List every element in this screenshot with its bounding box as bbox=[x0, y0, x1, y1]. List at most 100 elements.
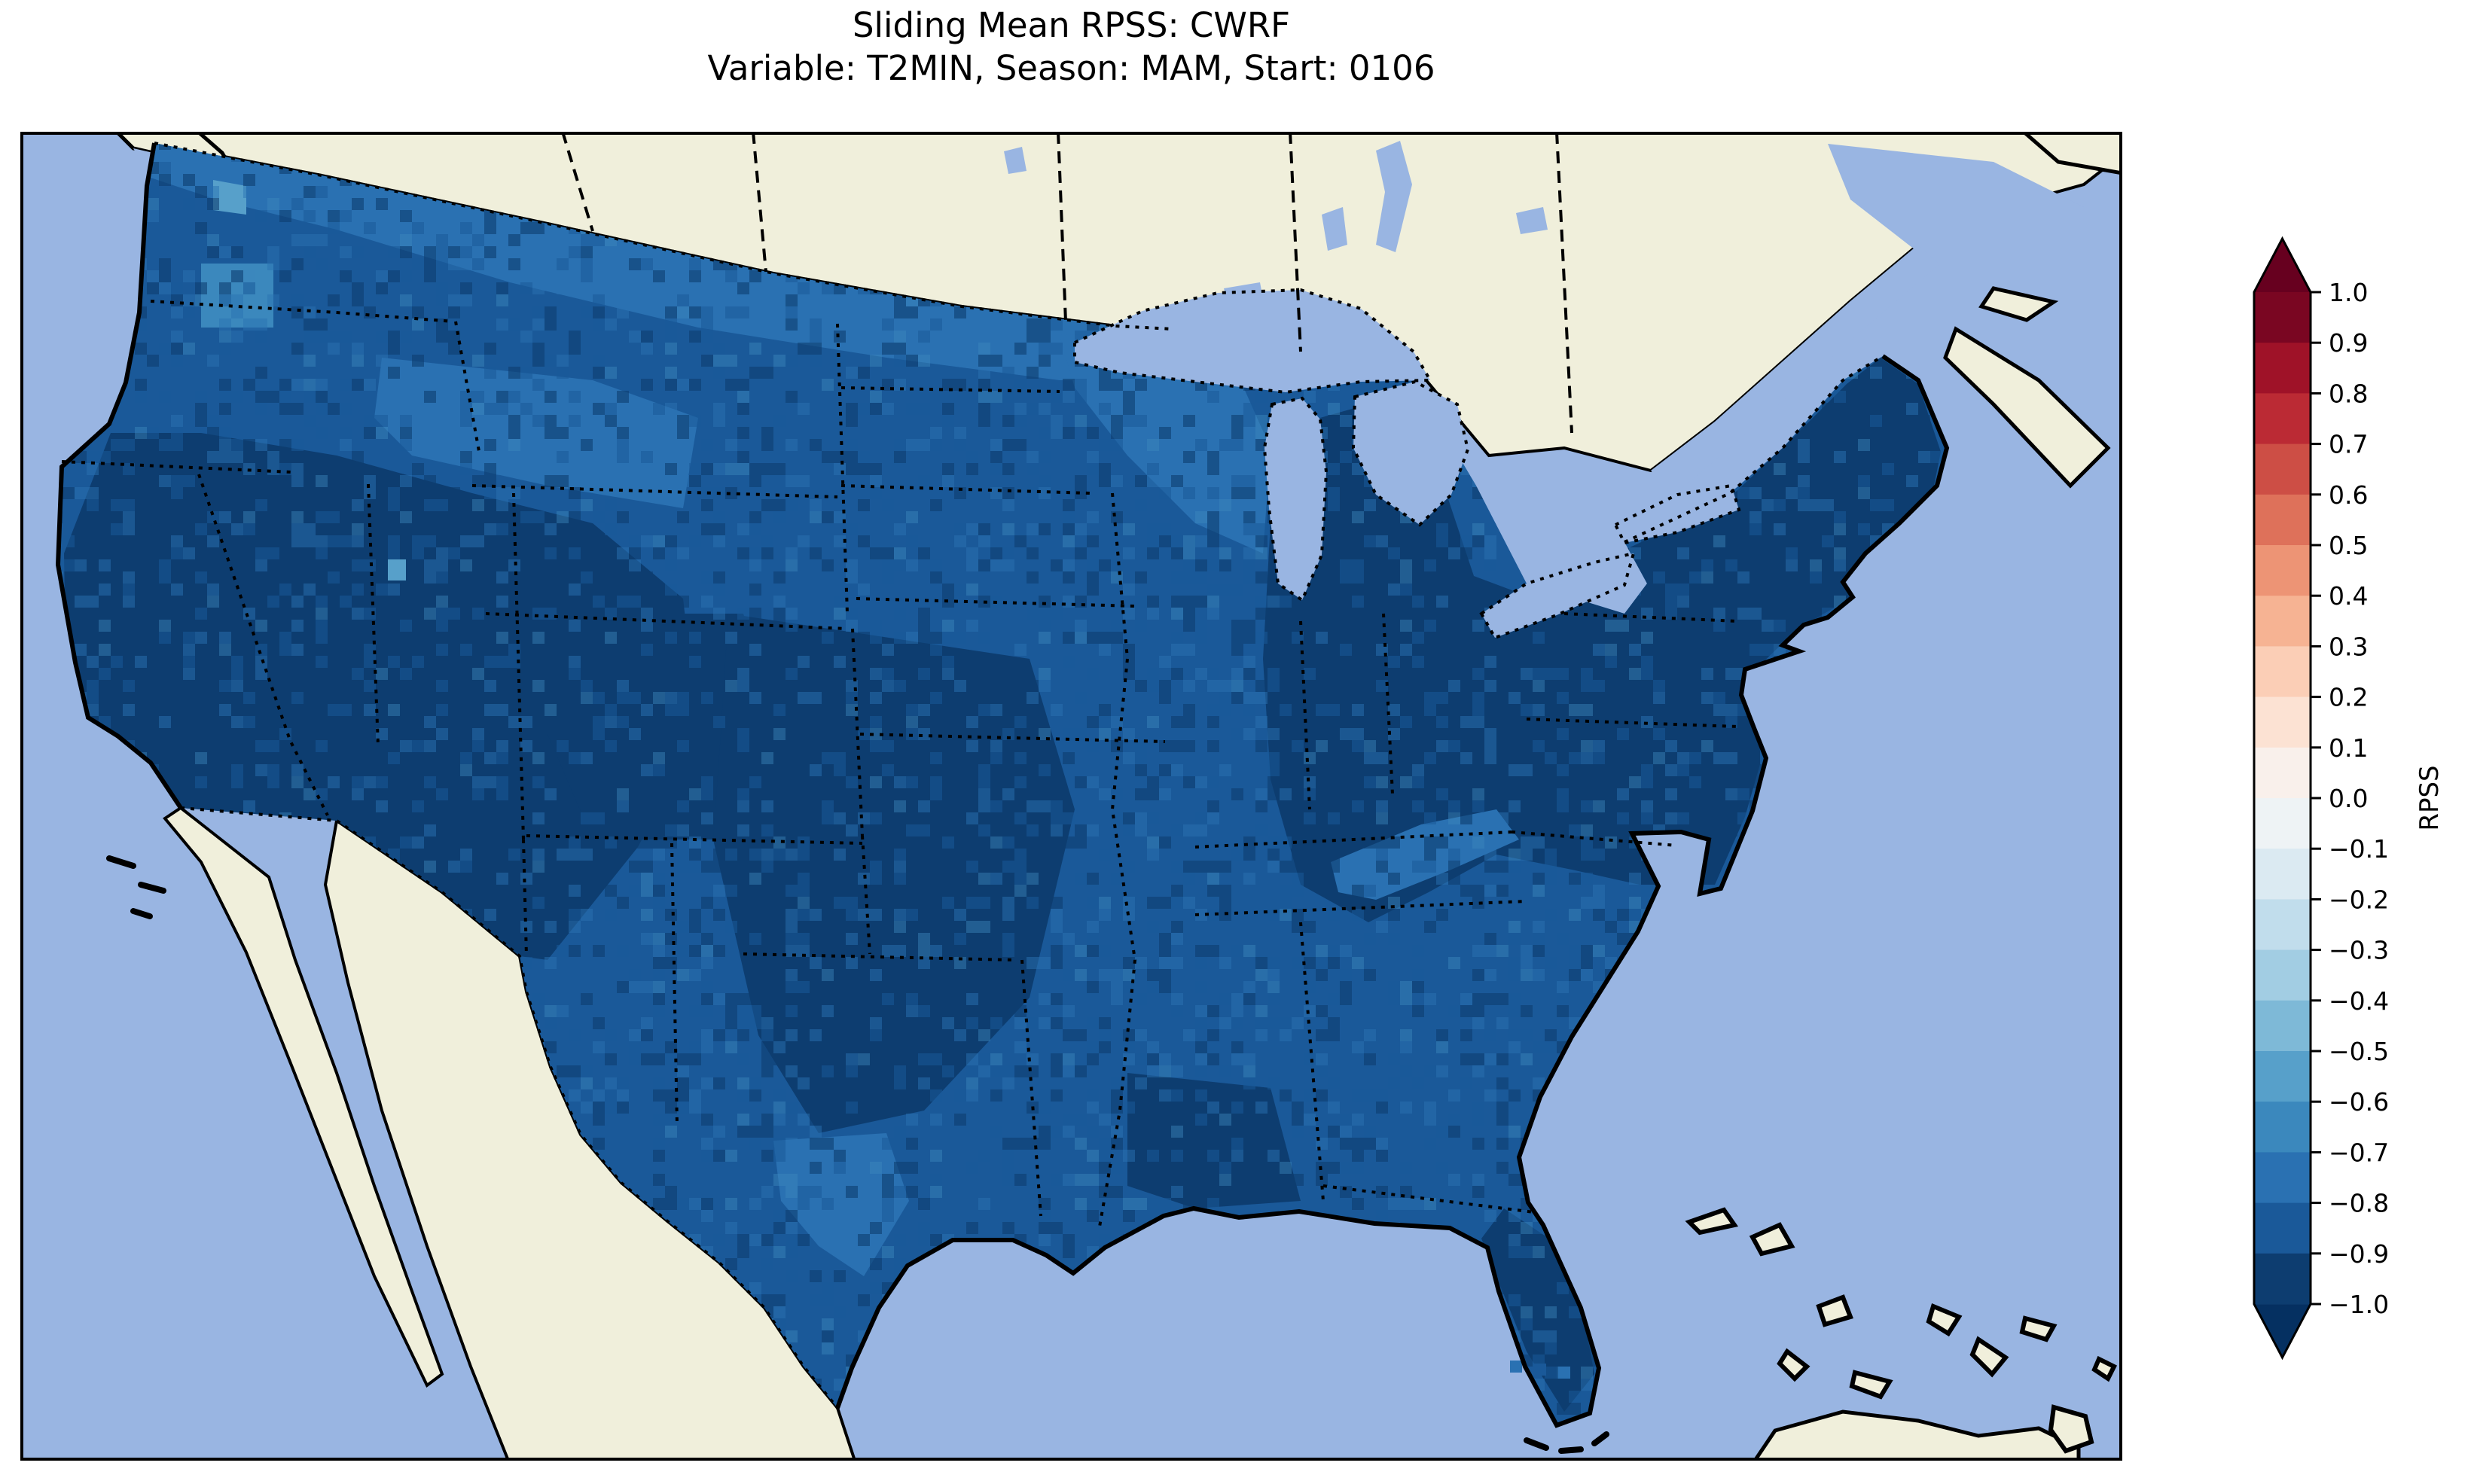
colorbar-segment bbox=[2254, 1051, 2311, 1102]
colorbar-tick-label: 0.0 bbox=[2329, 784, 2368, 813]
colorbar-segment bbox=[2254, 646, 2311, 698]
colorbar-tick-label: 0.3 bbox=[2329, 632, 2368, 661]
field-patch bbox=[773, 1133, 909, 1276]
florida-keys-cell bbox=[1558, 1367, 1570, 1379]
colorbar-tick-label: −0.7 bbox=[2329, 1138, 2389, 1167]
colorbar-tick-label: −0.4 bbox=[2329, 986, 2389, 1016]
state-border bbox=[1299, 620, 1311, 810]
island bbox=[1926, 1303, 1963, 1337]
colorbar-tick-label: 0.1 bbox=[2329, 733, 2368, 763]
state-border bbox=[454, 321, 481, 456]
canada-lake bbox=[1516, 207, 1548, 234]
title-line-1: Sliding Mean RPSS: CWRF bbox=[852, 5, 1290, 45]
rpss-map bbox=[20, 132, 2122, 1461]
channel-island bbox=[138, 882, 166, 894]
province-border bbox=[1555, 132, 1573, 434]
field-patch bbox=[213, 180, 246, 215]
state-border bbox=[670, 843, 679, 1126]
state-border bbox=[856, 597, 1136, 608]
colorbar-segment bbox=[2254, 343, 2311, 394]
baja-california bbox=[163, 806, 444, 1388]
canada-lake bbox=[1322, 207, 1347, 251]
island bbox=[2019, 1315, 2058, 1342]
colorbar-under-arrow bbox=[2254, 1304, 2311, 1358]
state-border bbox=[859, 733, 1166, 743]
gulf-st-lawrence bbox=[1828, 144, 2084, 252]
state-border bbox=[1299, 922, 1325, 1202]
state-border bbox=[471, 484, 838, 498]
colorbar-tick-label: −0.8 bbox=[2329, 1189, 2389, 1218]
us-canada-border bbox=[154, 142, 1173, 331]
colorbar-segment bbox=[2254, 596, 2311, 647]
colorbar-tick-label: 1.0 bbox=[2329, 278, 2368, 307]
colorbar-tick-label: −0.3 bbox=[2329, 936, 2389, 965]
state-border bbox=[526, 834, 863, 845]
island bbox=[2048, 1404, 2094, 1454]
florida-keys bbox=[1558, 1446, 1584, 1454]
channel-island bbox=[106, 855, 136, 869]
colorbar-segment bbox=[2254, 949, 2311, 1001]
great-salt-lake-cell bbox=[388, 559, 406, 580]
colorbar-segment bbox=[2254, 798, 2311, 849]
bahamas-islands bbox=[1685, 1207, 2118, 1454]
island bbox=[1816, 1294, 1853, 1327]
title-line-2: Variable: T2MIN, Season: MAM, Start: 010… bbox=[707, 48, 1435, 88]
colorbar-tick-label: 0.8 bbox=[2329, 379, 2368, 408]
lake-huron bbox=[1351, 379, 1470, 527]
cuba bbox=[1752, 1409, 2081, 1461]
colorbar-segment bbox=[2254, 1202, 2311, 1254]
colorbar-tick-label: 0.2 bbox=[2329, 683, 2368, 712]
colorbar-tick-label: −0.5 bbox=[2329, 1037, 2389, 1066]
state-border bbox=[1382, 613, 1394, 795]
newfoundland bbox=[2021, 132, 2122, 175]
colorbar-segment bbox=[2254, 1102, 2311, 1153]
state-border bbox=[1511, 830, 1678, 847]
island bbox=[1749, 1222, 1795, 1257]
colorbar: 1.0 0.9 0.8 0.7 0.6 0.5 0.4 0.3 0.2 0.1 0.0 −0.1 −0.… bbox=[2253, 236, 2445, 1361]
florida-keys-cell bbox=[1510, 1361, 1522, 1373]
field-patch bbox=[148, 143, 1173, 380]
lake-ontario bbox=[1613, 483, 1741, 545]
island bbox=[1849, 1370, 1893, 1400]
province-border bbox=[1289, 132, 1302, 352]
canada-lake bbox=[1004, 147, 1027, 174]
florida-keys-cell bbox=[1534, 1364, 1546, 1376]
state-border bbox=[840, 386, 1060, 393]
great-lakes bbox=[1073, 288, 1741, 640]
colorbar-tick-label: −1.0 bbox=[2329, 1290, 2389, 1319]
colorbar-axis-label: RPSS bbox=[2415, 765, 2445, 830]
state-border bbox=[840, 484, 1091, 495]
colorbar-tick-label: 0.5 bbox=[2329, 531, 2368, 560]
colorbar-segment bbox=[2254, 696, 2311, 748]
island bbox=[1685, 1207, 1739, 1236]
island bbox=[1969, 1336, 2009, 1378]
state-border bbox=[743, 952, 1015, 961]
colorbar-tick-label: 0.7 bbox=[2329, 430, 2368, 459]
colorbar-segment bbox=[2254, 1152, 2311, 1204]
colorbar-segment bbox=[2254, 899, 2311, 951]
atlantic-gulf-coastline bbox=[835, 354, 1950, 1428]
colorbar-segment bbox=[2254, 849, 2311, 900]
state-border bbox=[367, 483, 380, 746]
colorbar-segment bbox=[2254, 292, 2311, 343]
state-border bbox=[1097, 492, 1137, 1232]
map-frame bbox=[20, 132, 2122, 1461]
lake-superior bbox=[1073, 288, 1433, 395]
channel-island bbox=[130, 908, 153, 919]
state-border bbox=[485, 612, 848, 630]
province-border bbox=[561, 132, 594, 232]
state-border bbox=[1020, 959, 1042, 1217]
colorbar-tick-label: 0.9 bbox=[2329, 328, 2368, 358]
florida-keys bbox=[1591, 1431, 1609, 1446]
canada-lake bbox=[1376, 141, 1412, 252]
lake-michigan bbox=[1262, 396, 1329, 603]
province-border bbox=[1057, 132, 1067, 322]
colorbar-tick-label: −0.2 bbox=[2329, 885, 2389, 914]
colorbar-segment bbox=[2254, 393, 2311, 445]
state-border bbox=[150, 300, 454, 323]
st-lawrence-river bbox=[1651, 245, 1939, 495]
state-border bbox=[1322, 1184, 1535, 1214]
state-border bbox=[861, 835, 871, 955]
colorbar-over-arrow bbox=[2254, 239, 2311, 292]
colorbar-tick-label: −0.9 bbox=[2329, 1239, 2389, 1269]
